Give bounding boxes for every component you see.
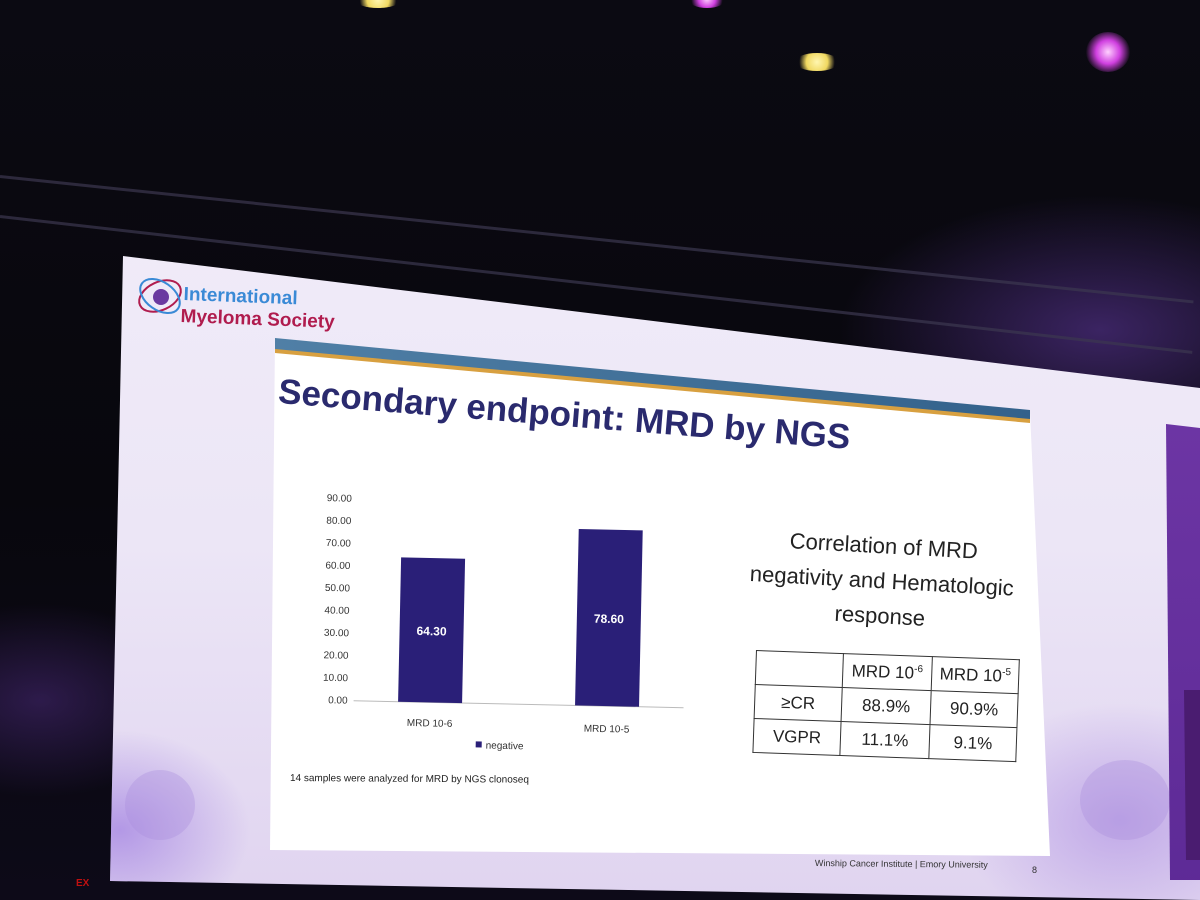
- table-cell: 88.9%: [841, 687, 932, 725]
- header-text: MRD 10: [939, 663, 1003, 686]
- ims-logo-icon: [138, 277, 182, 315]
- correlation-heading: Correlation of MRD negativity and Hemato…: [729, 520, 1034, 642]
- table-header-cell: MRD 10-6: [842, 653, 933, 691]
- slide-footer: Winship Cancer Institute | Emory Univers…: [814, 858, 988, 870]
- y-tick-label: 90.00: [327, 493, 353, 505]
- mrd-bar-chart: 0.00 10.00 20.00 30.00 40.00 50.00 60.00 70.00 8…: [323, 493, 684, 753]
- legend-swatch: [475, 741, 482, 748]
- legend-label: negative: [486, 741, 524, 753]
- table-cell: ≥CR: [754, 684, 843, 722]
- audience-silhouette: [125, 770, 195, 840]
- stage-light: [688, 0, 726, 8]
- bar-data-label: 78.60: [594, 612, 625, 627]
- table-cell: 90.9%: [930, 690, 1019, 728]
- stage-light: [1086, 32, 1130, 72]
- table-cell: 9.1%: [928, 724, 1017, 762]
- x-tick-label: MRD 10-5: [584, 724, 630, 736]
- correlation-table: MRD 10-6 MRD 10-5 ≥CR 88.9% 90.9% VGPR 1…: [752, 650, 1020, 762]
- bar-2: [575, 529, 643, 707]
- stage-light: [795, 53, 839, 71]
- table-cell: 11.1%: [839, 721, 931, 759]
- bar-1: [398, 557, 466, 704]
- y-tick-label: 20.00: [323, 650, 349, 662]
- y-tick-label: 30.00: [324, 628, 350, 640]
- audience-silhouette: [1080, 760, 1170, 840]
- header-exponent: -5: [1001, 666, 1012, 678]
- y-tick-label: 70.00: [326, 538, 352, 550]
- y-tick-label: 10.00: [323, 673, 349, 685]
- table-header-cell: [755, 650, 844, 688]
- stage-light: [355, 0, 401, 8]
- header-text: MRD 10: [851, 660, 915, 683]
- y-tick-label: 60.00: [325, 561, 351, 573]
- x-tick-label: MRD 10-6: [407, 718, 453, 730]
- y-tick-label: 0.00: [328, 695, 348, 706]
- slide-footnote: 14 samples were analyzed for MRD by NGS …: [289, 773, 529, 786]
- exit-sign: EX: [76, 878, 90, 889]
- table-header-cell: MRD 10-5: [931, 656, 1020, 694]
- bar-data-label: 64.30: [416, 624, 447, 639]
- y-tick-label: 80.00: [326, 516, 352, 528]
- slide-page-number: 8: [1032, 865, 1038, 875]
- header-exponent: -6: [913, 663, 924, 675]
- y-tick-label: 40.00: [324, 605, 350, 617]
- table-cell: VGPR: [752, 718, 842, 756]
- y-tick-label: 50.00: [325, 583, 351, 595]
